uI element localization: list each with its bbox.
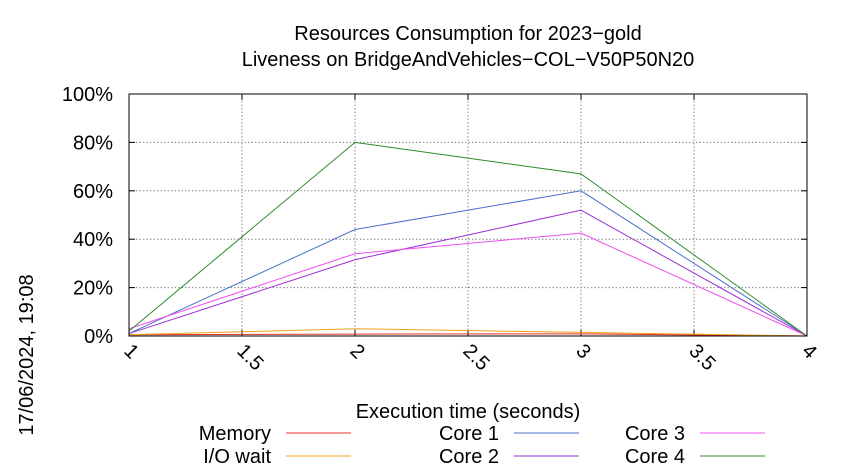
y-tick-label: 40% [73, 229, 113, 251]
x-axis-label: Execution time (seconds) [356, 401, 581, 423]
chart-title: Resources Consumption for 2023−gold Live… [242, 23, 695, 71]
y-tick-label: 80% [73, 132, 113, 154]
legend-label: Core 4 [625, 446, 685, 468]
legend-label: I/O wait [203, 446, 271, 468]
x-tick-label: 2 [345, 340, 368, 363]
x-tick-label: 4 [797, 340, 820, 363]
x-tick-label: 1 [119, 340, 142, 363]
chart-title-line-2: Liveness on BridgeAndVehicles−COL−V50P50… [242, 49, 695, 71]
timestamp-label: 17/06/2024, 19:08 [16, 274, 38, 435]
y-tick-label: 20% [73, 278, 113, 300]
x-tick-label: 3.5 [684, 340, 719, 375]
x-tick-labels: 1 1.5 2 2.5 3 3.5 4 [119, 340, 820, 375]
series-line-core-1 [128, 190, 808, 337]
chart-title-line-1: Resources Consumption for 2023−gold [294, 23, 641, 45]
series-line-memory [128, 333, 808, 337]
legend-label: Core 1 [439, 423, 499, 445]
legend-label: Core 2 [439, 446, 499, 468]
x-tick-label: 3 [571, 340, 594, 363]
series-line-core-2 [128, 209, 808, 337]
x-tick-label: 2.5 [458, 340, 493, 375]
y-tick-labels: 0% 20% 40% 60% 80% 100% [62, 84, 113, 348]
legend-label: Core 3 [625, 423, 685, 445]
series-line-core-4 [128, 141, 808, 337]
series-line-i-o-wait [128, 328, 808, 337]
series-lines [128, 141, 808, 337]
plot-frame [128, 93, 808, 337]
grid [128, 93, 808, 337]
y-tick-label: 60% [73, 181, 113, 203]
y-tick-label: 100% [62, 84, 113, 106]
series-line-core-3 [128, 232, 808, 337]
x-tick-label: 1.5 [232, 340, 267, 375]
y-tick-label: 0% [84, 326, 113, 348]
legend-label: Memory [199, 423, 271, 445]
